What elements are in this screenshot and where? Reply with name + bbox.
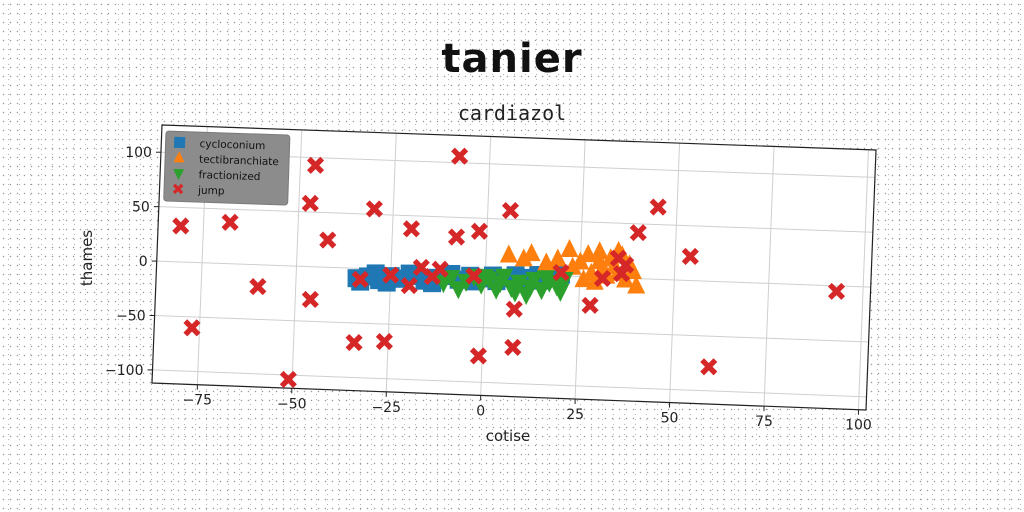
data-point (301, 194, 319, 212)
data-point (649, 198, 667, 216)
data-point (548, 248, 567, 267)
x-tick-label: −25 (371, 400, 401, 416)
data-point (183, 319, 201, 337)
x-tick-label: 50 (661, 411, 679, 427)
data-point (505, 284, 524, 303)
data-point (449, 281, 468, 300)
y-tick-label: 0 (139, 254, 148, 270)
data-point (521, 279, 540, 298)
data-point (221, 213, 239, 231)
x-tick-label: 75 (755, 414, 773, 430)
data-point (172, 217, 190, 235)
chart-subtitle: cardiazol (457, 101, 567, 125)
legend-label: fractionized (198, 169, 260, 183)
x-gridline (763, 146, 775, 407)
data-point (700, 358, 718, 376)
legend-marker (173, 136, 186, 149)
x-tick-label: 25 (566, 407, 584, 423)
x-gridline (857, 149, 869, 410)
data-point (382, 266, 400, 284)
data-point (249, 278, 267, 296)
data-point (560, 239, 579, 258)
data-point (510, 274, 529, 293)
data-point (593, 269, 612, 287)
data-point (629, 224, 647, 242)
data-point (476, 269, 495, 288)
legend-label: jump (197, 185, 225, 198)
y-tick-label: −100 (105, 363, 143, 379)
data-point (351, 270, 369, 288)
data-point (574, 269, 593, 288)
data-point (402, 220, 420, 238)
legend-box (163, 130, 291, 206)
legend-marker (172, 183, 184, 195)
data-point (491, 275, 510, 294)
data-point (470, 222, 488, 240)
x-tick-label: −50 (277, 396, 307, 412)
y-gridline (154, 315, 869, 343)
data-point (319, 231, 337, 249)
data-point (423, 268, 441, 286)
series-jump (172, 147, 846, 388)
data-point (400, 277, 418, 295)
legend-marker (173, 168, 185, 181)
data-point (536, 270, 555, 289)
data-point (465, 267, 483, 285)
data-point (451, 147, 469, 165)
data-point (590, 241, 609, 260)
data-point (469, 347, 487, 365)
x-gridline (291, 129, 303, 389)
data-point (279, 370, 297, 388)
y-axis-label: thames (78, 230, 96, 286)
data-point (681, 247, 699, 265)
data-point (581, 296, 599, 314)
data-point (514, 248, 533, 267)
legend-marker (173, 151, 185, 163)
data-point (365, 200, 383, 218)
data-point (617, 256, 635, 274)
x-tick-label: 100 (845, 418, 872, 434)
data-point (613, 265, 631, 283)
x-gridline (669, 143, 681, 403)
y-gridline (152, 369, 867, 398)
data-point (522, 243, 541, 262)
data-point (563, 256, 582, 275)
plot-frame (151, 124, 877, 411)
data-point (827, 282, 846, 300)
plot-area: −75 −50 −25 0 25 50 75 100 −100 −50 0 50 100 (105, 124, 877, 434)
y-gridline (158, 206, 873, 233)
data-point (505, 300, 523, 318)
x-tick-label: 0 (476, 403, 485, 419)
data-point (504, 338, 522, 356)
y-tick-label: 100 (125, 145, 152, 161)
data-point (375, 332, 393, 351)
data-point (447, 228, 466, 246)
legend-label: tectibranchiate (199, 154, 279, 169)
chart-title: tanier (441, 36, 583, 82)
data-point (306, 156, 325, 174)
data-point (501, 201, 520, 220)
y-tick-label: −50 (116, 309, 146, 325)
data-point (301, 290, 319, 308)
data-point (345, 334, 363, 352)
data-point (551, 283, 570, 302)
legend-label: cycloconium (199, 138, 265, 152)
x-axis-label: cotise (486, 427, 531, 445)
data-point (552, 263, 570, 282)
data-point (627, 275, 646, 294)
y-tick-label: 50 (132, 200, 150, 216)
x-tick-label: −75 (183, 393, 213, 409)
data-point (499, 244, 518, 263)
